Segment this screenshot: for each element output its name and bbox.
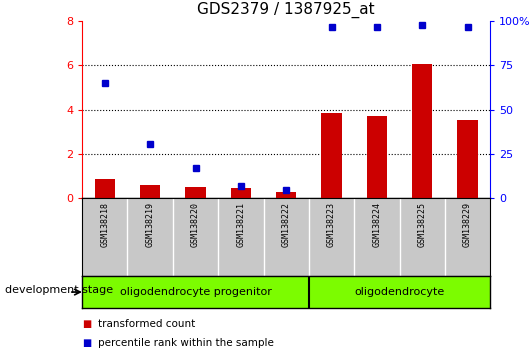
Text: GSM138221: GSM138221 [236, 202, 245, 247]
Bar [231, 188, 251, 198]
Bar [95, 179, 115, 198]
Text: ■: ■ [82, 319, 91, 329]
Text: transformed count: transformed count [98, 319, 195, 329]
Bar [276, 192, 296, 198]
Text: GSM138224: GSM138224 [373, 202, 382, 247]
Text: GSM138223: GSM138223 [327, 202, 336, 247]
Text: GSM138225: GSM138225 [418, 202, 427, 247]
Text: development stage: development stage [5, 285, 113, 295]
Text: oligodendrocyte: oligodendrocyte [355, 287, 445, 297]
Text: GSM138219: GSM138219 [146, 202, 155, 247]
Text: GSM138220: GSM138220 [191, 202, 200, 247]
Text: GSM138229: GSM138229 [463, 202, 472, 247]
Bar [367, 116, 387, 198]
Bar [457, 120, 478, 198]
Bar [140, 184, 161, 198]
Bar [186, 187, 206, 198]
Text: GSM138222: GSM138222 [282, 202, 290, 247]
Bar [412, 64, 432, 198]
Title: GDS2379 / 1387925_at: GDS2379 / 1387925_at [197, 2, 375, 18]
Bar [321, 113, 342, 198]
Text: ■: ■ [82, 338, 91, 348]
Text: oligodendrocyte progenitor: oligodendrocyte progenitor [120, 287, 271, 297]
Text: percentile rank within the sample: percentile rank within the sample [98, 338, 274, 348]
Text: GSM138218: GSM138218 [100, 202, 109, 247]
